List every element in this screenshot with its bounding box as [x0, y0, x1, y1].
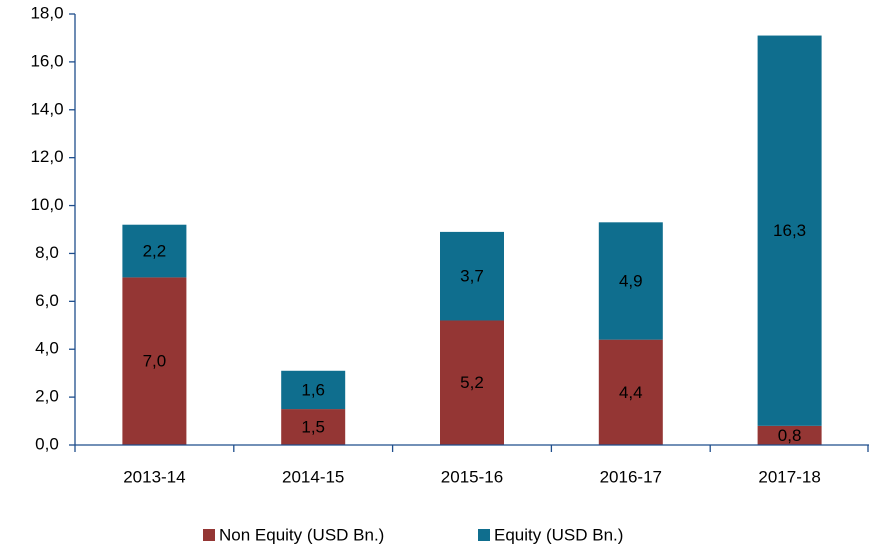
bar-segment — [281, 370, 346, 410]
legend-label: Non Equity (USD Bn.) — [219, 525, 384, 544]
y-tick-label: 12,0 — [30, 147, 63, 166]
data-label: 4,9 — [619, 271, 643, 290]
y-tick-label: 2,0 — [35, 387, 59, 406]
bar-segment — [598, 339, 663, 445]
y-tick-label: 0,0 — [35, 434, 59, 453]
data-label: 5,2 — [460, 373, 484, 392]
legend-swatch — [203, 529, 215, 541]
x-tick-label: 2015-16 — [441, 467, 503, 486]
bar-segment — [281, 409, 346, 445]
y-tick-label: 18,0 — [30, 3, 63, 22]
data-label: 16,3 — [773, 221, 806, 240]
bar-segment — [440, 320, 504, 445]
x-tick-label: 2014-15 — [282, 467, 344, 486]
x-tick-label: 2017-18 — [758, 467, 820, 486]
legend-label: Equity (USD Bn.) — [494, 525, 623, 544]
data-label: 4,4 — [619, 383, 643, 402]
data-label: 0,8 — [778, 426, 802, 445]
y-tick-label: 4,0 — [35, 339, 59, 358]
bar-segment — [122, 224, 187, 278]
data-label: 2,2 — [143, 242, 167, 261]
y-tick-label: 10,0 — [30, 195, 63, 214]
bar-segment — [440, 231, 504, 321]
bar-segment — [598, 222, 663, 340]
data-label: 7,0 — [143, 352, 167, 371]
bar-segment — [757, 425, 822, 445]
data-label: 1,5 — [301, 418, 325, 437]
legend-swatch — [478, 529, 490, 541]
data-label: 1,6 — [301, 380, 325, 399]
data-label: 3,7 — [460, 267, 484, 286]
x-tick-label: 2016-17 — [600, 467, 662, 486]
y-tick-label: 6,0 — [35, 291, 59, 310]
y-tick-label: 8,0 — [35, 243, 59, 262]
bar-segment — [757, 35, 822, 426]
y-tick-label: 16,0 — [30, 51, 63, 70]
x-tick-label: 2013-14 — [123, 467, 185, 486]
bar-segment — [122, 277, 187, 445]
y-tick-label: 14,0 — [30, 99, 63, 118]
